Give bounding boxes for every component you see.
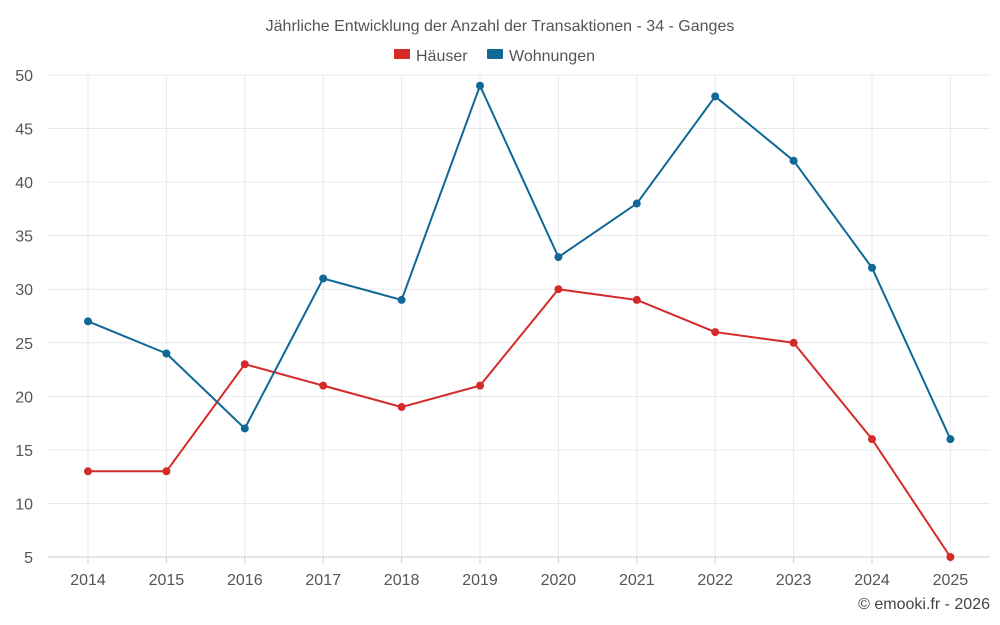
y-tick-label: 50 bbox=[15, 68, 33, 85]
x-tick-label: 2014 bbox=[70, 572, 106, 589]
data-point-haeuser[interactable] bbox=[868, 435, 876, 444]
y-tick-label: 35 bbox=[15, 229, 33, 246]
series-line-wohnungen bbox=[87, 84, 952, 440]
series-haeuser bbox=[84, 285, 955, 561]
x-tick-label: 2020 bbox=[541, 572, 577, 589]
data-point-wohnungen[interactable] bbox=[789, 156, 798, 165]
y-tick-label: 30 bbox=[15, 282, 33, 299]
data-point-wohnungen[interactable] bbox=[946, 435, 955, 444]
y-tick-label: 20 bbox=[15, 389, 33, 406]
data-point-haeuser[interactable] bbox=[789, 338, 798, 347]
x-tick-label: 2022 bbox=[697, 572, 733, 589]
data-point-wohnungen[interactable] bbox=[84, 317, 92, 326]
legend-swatch-wohnungen bbox=[487, 49, 503, 59]
data-point-wohnungen[interactable] bbox=[554, 253, 563, 262]
data-point-wohnungen[interactable] bbox=[319, 274, 328, 283]
legend-item-wohnungen[interactable]: Wohnungen bbox=[487, 48, 595, 65]
x-tick-label: 2016 bbox=[227, 572, 263, 589]
series bbox=[84, 81, 955, 561]
data-point-haeuser[interactable] bbox=[711, 328, 720, 337]
x-tick-label: 2017 bbox=[305, 572, 341, 589]
data-point-wohnungen[interactable] bbox=[397, 295, 406, 304]
data-point-wohnungen[interactable] bbox=[162, 349, 171, 358]
x-tick-label: 2023 bbox=[776, 572, 812, 589]
y-tick-label: 40 bbox=[15, 175, 33, 192]
legend-swatch-haeuser bbox=[394, 49, 410, 59]
x-tick-label: 2024 bbox=[854, 572, 890, 589]
y-tick-label: 25 bbox=[15, 336, 33, 353]
data-point-wohnungen[interactable] bbox=[240, 424, 249, 433]
x-tick-label: 2015 bbox=[149, 572, 185, 589]
data-point-haeuser[interactable] bbox=[162, 467, 171, 476]
chart-title: Jährliche Entwicklung der Anzahl der Tra… bbox=[266, 18, 735, 35]
data-point-haeuser[interactable] bbox=[946, 553, 955, 561]
data-point-wohnungen[interactable] bbox=[711, 92, 720, 101]
data-point-haeuser[interactable] bbox=[476, 381, 484, 390]
series-line-haeuser bbox=[88, 288, 952, 558]
series-wohnungen bbox=[84, 81, 955, 444]
y-tick-label: 15 bbox=[15, 443, 33, 460]
credit-text: © emooki.fr - 2026 bbox=[858, 596, 990, 613]
data-point-haeuser[interactable] bbox=[397, 403, 406, 412]
legend-label-haeuser: Häuser bbox=[416, 48, 468, 65]
data-point-haeuser[interactable] bbox=[240, 360, 249, 369]
grid bbox=[48, 74, 990, 557]
data-point-haeuser[interactable] bbox=[632, 295, 641, 304]
data-point-haeuser[interactable] bbox=[554, 285, 563, 294]
data-point-wohnungen[interactable] bbox=[632, 199, 641, 208]
legend-label-wohnungen: Wohnungen bbox=[509, 48, 595, 65]
x-tick-label: 2025 bbox=[933, 572, 969, 589]
data-point-wohnungen[interactable] bbox=[476, 81, 484, 90]
x-tick-label: 2021 bbox=[619, 572, 655, 589]
x-tick-label: 2019 bbox=[462, 572, 498, 589]
y-tick-label: 45 bbox=[15, 122, 33, 139]
y-tick-label: 5 bbox=[24, 550, 33, 567]
data-point-haeuser[interactable] bbox=[319, 381, 328, 390]
data-point-haeuser[interactable] bbox=[84, 467, 92, 476]
legend: Häuser Wohnungen bbox=[394, 48, 595, 65]
y-tick-label: 10 bbox=[15, 496, 33, 513]
x-tick-label: 2018 bbox=[384, 572, 420, 589]
legend-item-haeuser[interactable]: Häuser bbox=[394, 48, 468, 65]
data-point-wohnungen[interactable] bbox=[868, 263, 876, 272]
